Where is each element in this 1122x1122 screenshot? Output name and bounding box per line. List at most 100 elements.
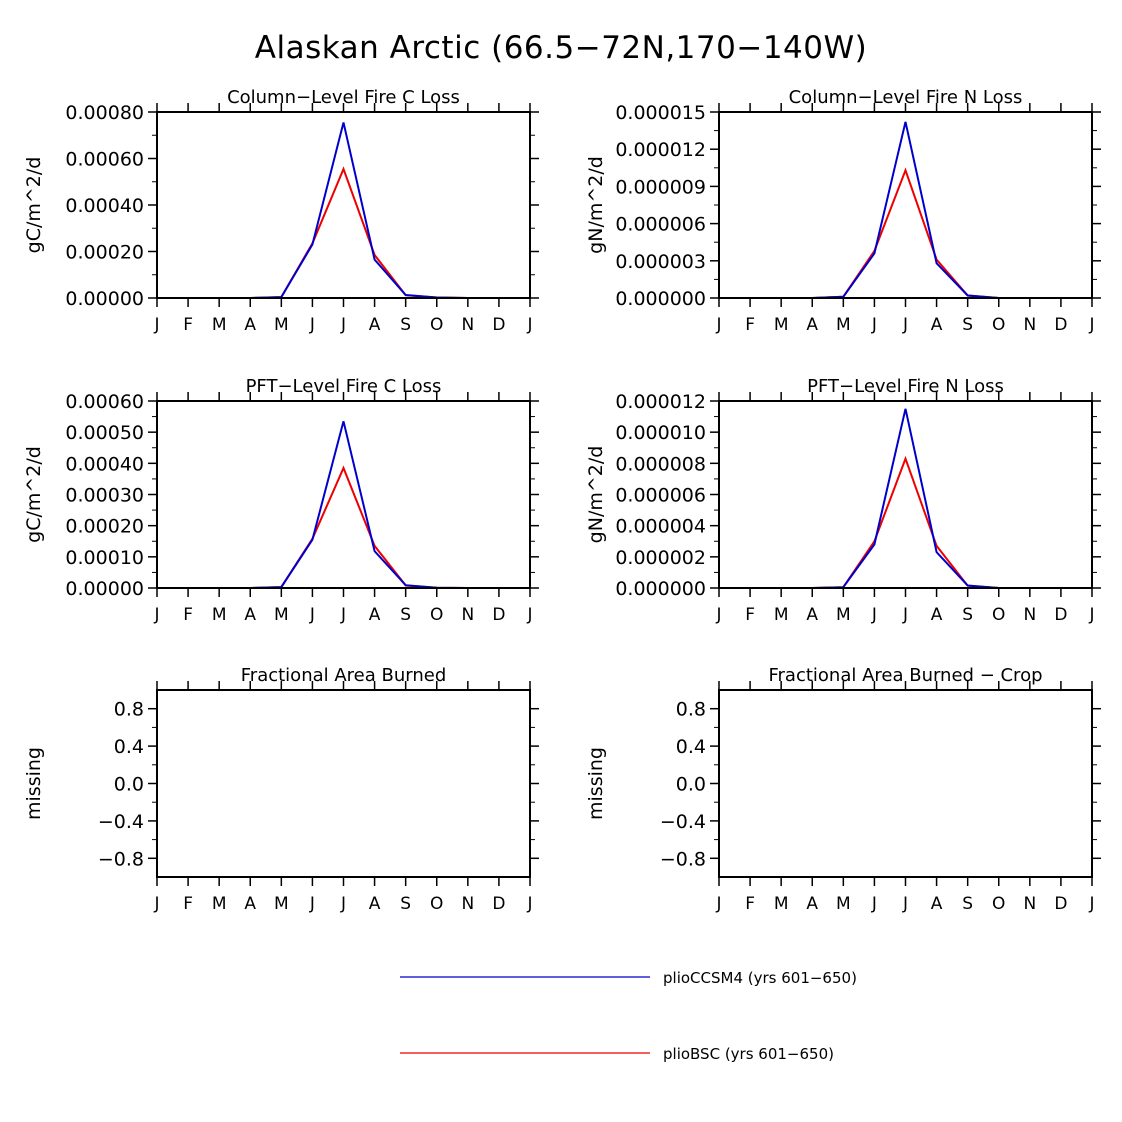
- y-tick-label: 0.000006: [615, 214, 706, 236]
- x-tick-label: A: [369, 605, 381, 625]
- x-tick-label: O: [992, 605, 1005, 625]
- y-tick-label: 0.000012: [615, 391, 706, 413]
- plot-frame: [156, 111, 531, 299]
- y-tick-label: 0.000015: [615, 102, 706, 124]
- x-tick-label: M: [212, 894, 227, 914]
- x-tick-label: J: [1088, 315, 1094, 335]
- plot-frame: [156, 400, 531, 589]
- y-tick-label: 0.8: [114, 699, 144, 721]
- x-tick-label: J: [309, 315, 315, 335]
- x-tick-label: O: [992, 894, 1005, 914]
- y-tick-label: 0.00020: [65, 516, 144, 538]
- y-tick-label: 0.000000: [615, 578, 706, 600]
- x-tick-label: A: [369, 894, 381, 914]
- x-tick-label: N: [461, 894, 474, 914]
- x-tick-label: J: [902, 605, 908, 625]
- x-tick-label: D: [1054, 315, 1067, 335]
- chart-title: PFT−Level Fire N Loss: [807, 376, 1004, 397]
- plot-frame: [156, 689, 531, 878]
- x-tick-label: A: [244, 605, 256, 625]
- y-tick-label: 0.00000: [65, 288, 144, 310]
- y-tick-label: 0.00020: [65, 242, 144, 264]
- x-tick-label: N: [1023, 315, 1036, 335]
- series-line-plioccsm4: [719, 408, 1092, 589]
- chart-title: Column−Level Fire C Loss: [227, 87, 460, 108]
- x-tick-label: S: [400, 315, 411, 335]
- y-tick-label: 0.000012: [615, 139, 706, 161]
- x-tick-label: J: [526, 605, 532, 625]
- x-tick-label: S: [400, 894, 411, 914]
- x-tick-label: J: [871, 605, 877, 625]
- x-tick-label: S: [962, 315, 973, 335]
- y-axis-label: missing: [585, 747, 607, 820]
- x-tick-label: D: [492, 894, 505, 914]
- plot-frame: [718, 400, 1093, 589]
- chart-title: PFT−Level Fire C Loss: [246, 376, 442, 397]
- x-tick-label: N: [461, 605, 474, 625]
- x-tick-label: J: [153, 894, 159, 914]
- y-tick-label: 0.0: [114, 774, 144, 796]
- x-tick-label: M: [274, 605, 289, 625]
- x-tick-label: M: [212, 315, 227, 335]
- x-tick-label: J: [309, 894, 315, 914]
- y-tick-label: 0.8: [676, 699, 706, 721]
- x-tick-label: A: [244, 894, 256, 914]
- y-tick-label: 0.00060: [65, 391, 144, 413]
- y-tick-label: 0.000006: [615, 485, 706, 507]
- x-tick-label: S: [962, 605, 973, 625]
- y-axis-label: gC/m^2/d: [23, 157, 45, 254]
- x-tick-label: A: [244, 315, 256, 335]
- y-tick-label: 0.00010: [65, 547, 144, 569]
- x-tick-label: A: [369, 315, 381, 335]
- y-tick-label: 0.00080: [65, 102, 144, 124]
- series-line-pliobsc: [157, 465, 530, 589]
- x-tick-label: S: [962, 894, 973, 914]
- chart-title: Column−Level Fire N Loss: [789, 87, 1023, 108]
- x-tick-label: A: [931, 894, 943, 914]
- y-tick-label: −0.4: [660, 811, 706, 833]
- x-tick-label: O: [992, 315, 1005, 335]
- series-line-pliobsc: [719, 167, 1092, 299]
- x-tick-label: F: [745, 315, 755, 335]
- x-tick-label: J: [871, 315, 877, 335]
- x-tick-label: D: [1054, 894, 1067, 914]
- y-tick-label: −0.8: [660, 848, 706, 870]
- y-axis-label: missing: [23, 747, 45, 820]
- y-tick-label: 0.00050: [65, 422, 144, 444]
- y-tick-label: 0.00060: [65, 149, 144, 171]
- x-tick-label: M: [836, 894, 851, 914]
- y-tick-label: 0.00040: [65, 453, 144, 475]
- x-tick-label: F: [745, 605, 755, 625]
- y-tick-label: 0.00030: [65, 485, 144, 507]
- x-tick-label: M: [212, 605, 227, 625]
- x-tick-label: D: [492, 605, 505, 625]
- x-tick-label: J: [526, 894, 532, 914]
- x-tick-label: J: [340, 605, 346, 625]
- page-title: Alaskan Arctic (66.5−72N,170−140W): [254, 30, 868, 66]
- x-tick-label: J: [715, 605, 721, 625]
- x-tick-label: M: [836, 315, 851, 335]
- y-tick-label: −0.8: [98, 848, 144, 870]
- x-tick-label: N: [1023, 894, 1036, 914]
- legend-item: plioCCSM4 (yrs 601−650): [400, 969, 857, 987]
- x-tick-label: J: [526, 315, 532, 335]
- x-tick-label: M: [274, 894, 289, 914]
- x-tick-label: J: [902, 315, 908, 335]
- plot-frame: [718, 689, 1093, 878]
- x-tick-label: F: [183, 605, 193, 625]
- plot-frame: [718, 111, 1093, 299]
- y-tick-label: 0.4: [114, 736, 144, 758]
- x-tick-label: N: [461, 315, 474, 335]
- x-tick-label: J: [153, 315, 159, 335]
- x-tick-label: J: [340, 894, 346, 914]
- y-tick-label: 0.000000: [615, 288, 706, 310]
- y-tick-label: 0.000003: [615, 251, 706, 273]
- x-tick-label: J: [902, 894, 908, 914]
- legend-label: plioCCSM4 (yrs 601−650): [663, 969, 857, 987]
- x-tick-label: A: [931, 315, 943, 335]
